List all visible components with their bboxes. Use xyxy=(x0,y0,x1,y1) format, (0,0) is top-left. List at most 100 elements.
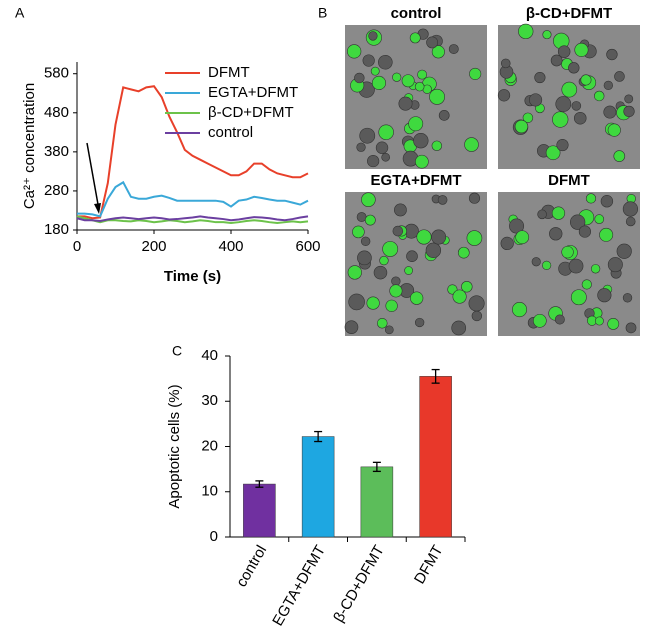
bar xyxy=(301,436,335,538)
cell xyxy=(378,124,394,140)
y-axis-label: Apoptotic cells (%) xyxy=(166,384,183,508)
y-axis-label: Ca²⁺ concentration xyxy=(21,83,38,209)
bar xyxy=(243,483,276,538)
cell xyxy=(373,265,388,280)
cell xyxy=(561,81,578,98)
y-tick-label: 30 xyxy=(201,392,218,409)
cell xyxy=(461,280,473,293)
cell xyxy=(580,74,592,86)
arrow-head xyxy=(94,203,101,214)
cell xyxy=(416,229,432,245)
series-line xyxy=(76,215,309,223)
error-bar xyxy=(372,461,381,473)
cell xyxy=(409,32,421,44)
cell xyxy=(568,62,580,74)
cell xyxy=(417,69,428,80)
cell xyxy=(382,241,399,257)
cell xyxy=(511,302,528,318)
cell xyxy=(347,44,362,59)
series-line xyxy=(76,215,309,224)
cell xyxy=(500,236,514,251)
cell xyxy=(607,257,623,273)
cell xyxy=(581,279,592,290)
y-tick-label: 10 xyxy=(201,483,218,500)
cell xyxy=(381,152,391,162)
cell xyxy=(603,105,617,119)
cell xyxy=(573,111,587,125)
cell xyxy=(542,260,552,270)
cell xyxy=(362,54,375,67)
image-title: control xyxy=(391,5,442,22)
cell xyxy=(352,225,365,239)
cell xyxy=(471,310,483,322)
cell xyxy=(408,116,424,132)
y-tick-label: 20 xyxy=(201,437,218,454)
cell xyxy=(593,90,605,102)
cell xyxy=(367,155,380,168)
cell xyxy=(348,293,365,311)
y-tick-label: 580 xyxy=(44,65,69,82)
cell xyxy=(599,227,614,242)
cell xyxy=(554,314,565,325)
cell xyxy=(375,141,389,154)
bar xyxy=(419,376,452,538)
cell xyxy=(528,93,543,107)
cell xyxy=(448,44,459,54)
cell xyxy=(438,110,450,121)
cell xyxy=(425,242,442,258)
cell xyxy=(356,142,366,152)
cell xyxy=(391,276,401,286)
cell xyxy=(426,36,439,49)
image-title: β-CD+DFMT xyxy=(526,5,612,22)
y-tick-label: 280 xyxy=(44,182,69,199)
x-tick-label: DFMT xyxy=(411,542,447,587)
x-tick-label: 0 xyxy=(73,238,81,255)
cell xyxy=(531,257,541,267)
legend-label: EGTA+DFMT xyxy=(208,84,298,101)
cell xyxy=(357,250,372,266)
cell xyxy=(497,89,511,102)
cell xyxy=(452,289,467,304)
cell xyxy=(613,150,626,162)
cell xyxy=(509,218,525,234)
x-tick-label: 400 xyxy=(218,238,243,255)
cell xyxy=(603,80,613,91)
series-line xyxy=(77,85,309,220)
cell xyxy=(457,246,470,259)
cell xyxy=(368,31,378,41)
cell xyxy=(594,316,604,326)
cell xyxy=(371,75,387,90)
cell xyxy=(398,96,413,111)
legend-label: control xyxy=(208,124,253,141)
cell xyxy=(392,72,402,82)
cell xyxy=(607,317,620,330)
x-axis-label: Time (s) xyxy=(164,268,221,285)
y-tick-label: 180 xyxy=(44,221,69,238)
cell xyxy=(415,154,429,169)
error-bar xyxy=(431,368,440,384)
bar xyxy=(360,466,394,538)
panel-label: C xyxy=(172,343,182,359)
cell xyxy=(534,71,546,84)
cell xyxy=(623,105,635,118)
cell xyxy=(404,266,413,275)
series-line xyxy=(77,180,309,218)
cell xyxy=(622,293,633,303)
cell xyxy=(625,322,637,334)
cell xyxy=(569,214,586,230)
arrow xyxy=(86,142,100,211)
cell xyxy=(384,325,394,335)
y-tick-label: 380 xyxy=(44,143,69,160)
cell xyxy=(392,225,404,237)
cell xyxy=(514,119,529,134)
cell xyxy=(413,132,429,149)
cell xyxy=(385,299,398,312)
cell xyxy=(594,214,605,224)
cell xyxy=(625,216,636,227)
cell xyxy=(401,74,415,88)
cell xyxy=(624,94,634,104)
cell xyxy=(437,195,448,205)
cell xyxy=(394,203,407,217)
